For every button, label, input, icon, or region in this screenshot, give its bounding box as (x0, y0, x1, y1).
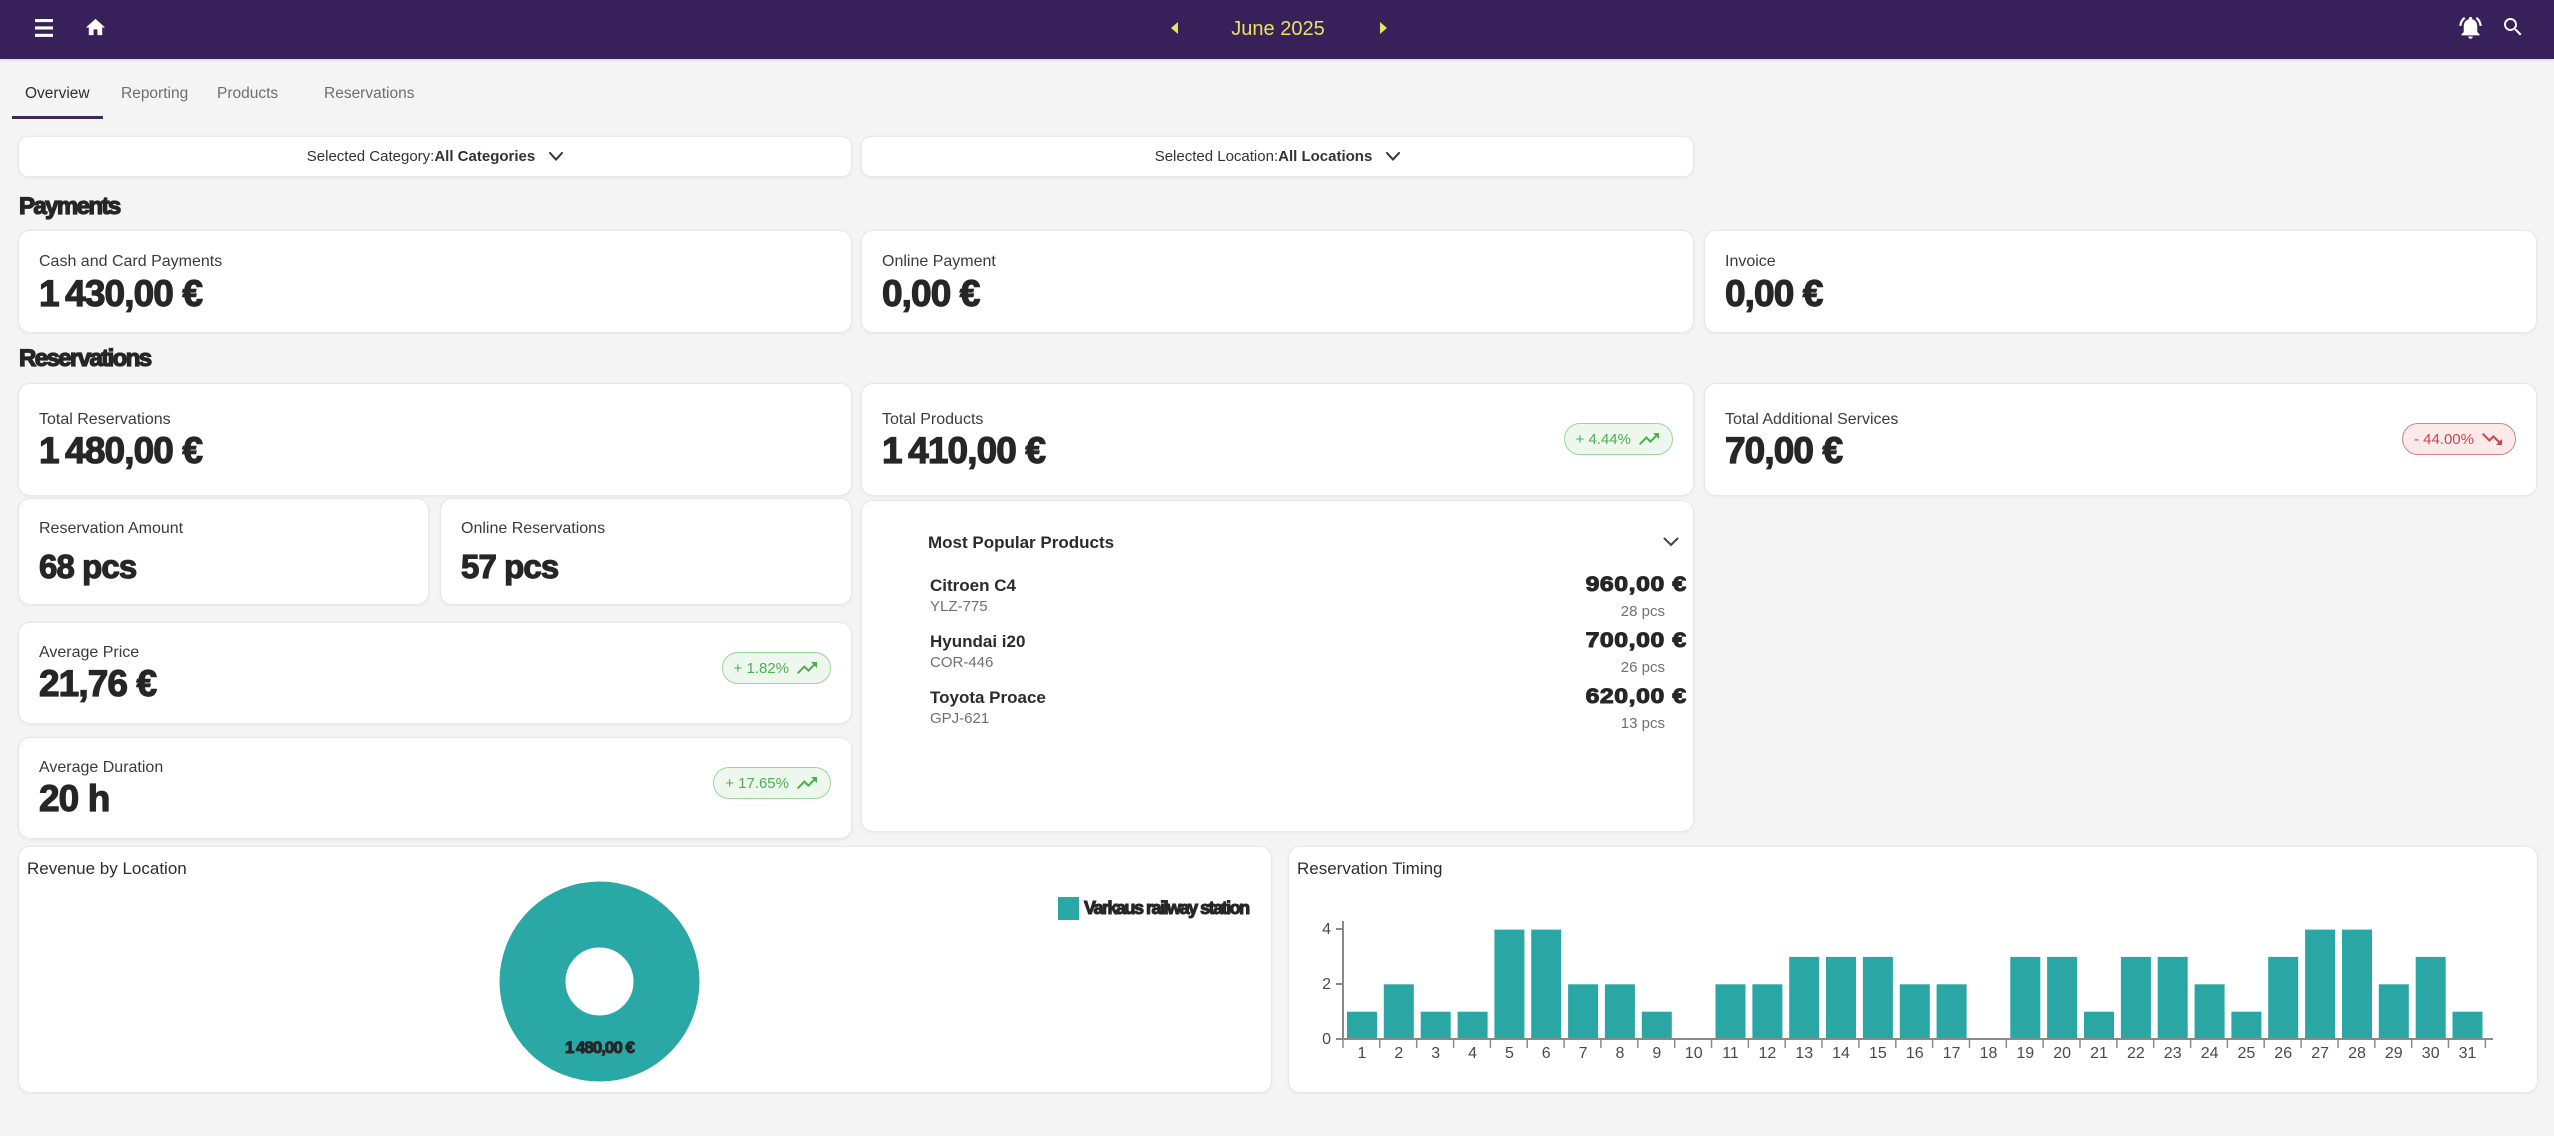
svg-text:10: 10 (1685, 1045, 1703, 1062)
svg-text:15: 15 (1869, 1045, 1887, 1062)
svg-text:12: 12 (1759, 1045, 1777, 1062)
svg-text:24: 24 (2201, 1045, 2219, 1062)
svg-text:30: 30 (2422, 1045, 2440, 1062)
svg-text:19: 19 (2016, 1045, 2034, 1062)
svg-text:5: 5 (1505, 1045, 1514, 1062)
svg-text:0: 0 (1322, 1031, 1331, 1048)
svg-text:16: 16 (1906, 1045, 1924, 1062)
svg-text:29: 29 (2385, 1045, 2403, 1062)
svg-text:2: 2 (1322, 976, 1331, 993)
svg-text:17: 17 (1943, 1045, 1961, 1062)
svg-text:14: 14 (1832, 1045, 1850, 1062)
svg-text:21: 21 (2090, 1045, 2108, 1062)
svg-text:28: 28 (2348, 1045, 2366, 1062)
svg-text:27: 27 (2311, 1045, 2329, 1062)
svg-text:18: 18 (1980, 1045, 1998, 1062)
svg-text:4: 4 (1322, 921, 1331, 938)
svg-text:20: 20 (2053, 1045, 2071, 1062)
svg-text:9: 9 (1652, 1045, 1661, 1062)
svg-text:25: 25 (2238, 1045, 2256, 1062)
svg-text:8: 8 (1615, 1045, 1624, 1062)
svg-text:1: 1 (1358, 1045, 1367, 1062)
svg-text:31: 31 (2459, 1045, 2477, 1062)
svg-text:6: 6 (1542, 1045, 1551, 1062)
svg-text:7: 7 (1579, 1045, 1588, 1062)
svg-text:3: 3 (1431, 1045, 1440, 1062)
svg-text:23: 23 (2164, 1045, 2182, 1062)
svg-text:11: 11 (1722, 1045, 1739, 1062)
svg-text:2: 2 (1394, 1045, 1403, 1062)
svg-text:22: 22 (2127, 1045, 2145, 1062)
svg-text:13: 13 (1795, 1045, 1813, 1062)
svg-text:26: 26 (2274, 1045, 2292, 1062)
svg-text:4: 4 (1468, 1045, 1477, 1062)
